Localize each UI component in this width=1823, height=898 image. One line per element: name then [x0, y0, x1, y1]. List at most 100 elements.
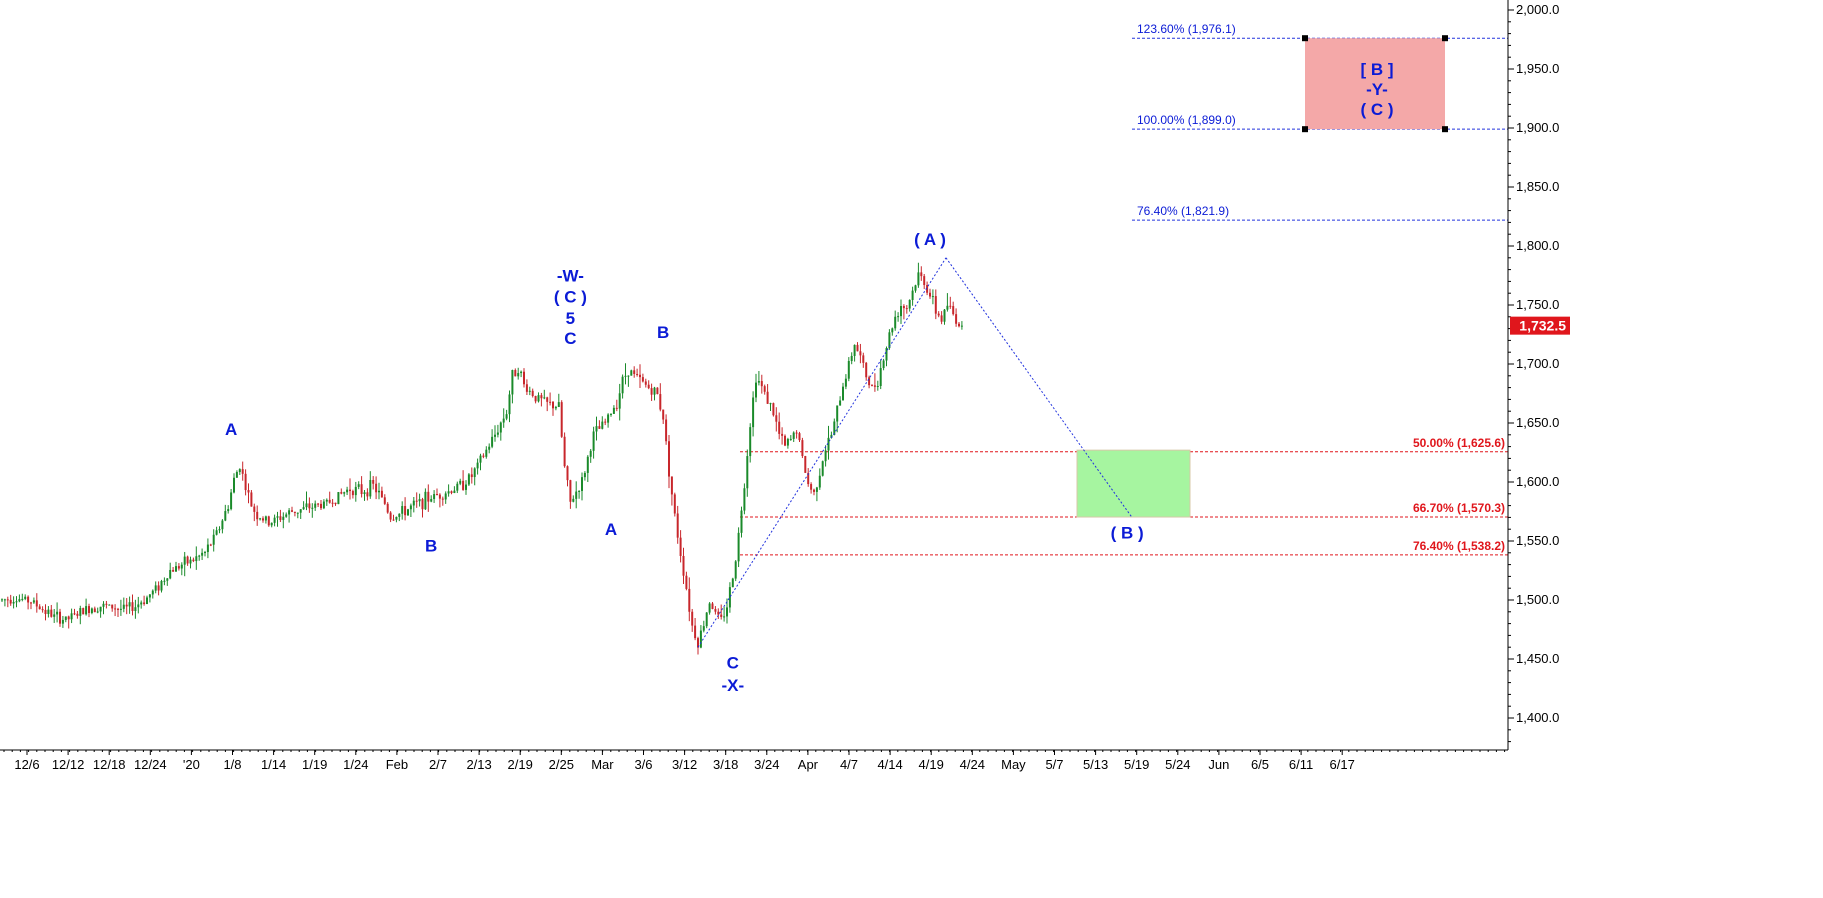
candle-body	[250, 492, 253, 507]
candle-body	[131, 602, 134, 611]
candle-body	[914, 285, 917, 291]
candle-body	[70, 613, 73, 620]
wave-label: A	[225, 420, 237, 439]
fib-projection-label: 76.40% (1,821.9)	[1137, 204, 1229, 218]
x-tick-label: 1/8	[223, 757, 241, 772]
candle-body	[615, 407, 618, 409]
wave-label: C	[564, 329, 576, 348]
candle-body	[491, 436, 494, 447]
candle-body	[64, 616, 67, 620]
candle-body	[276, 516, 279, 518]
y-tick-label: 1,450.0	[1516, 651, 1559, 666]
candle-body	[470, 474, 473, 478]
candle-body	[9, 599, 12, 604]
x-tick-label: 5/19	[1124, 757, 1149, 772]
candle-body	[740, 510, 743, 533]
candle-body	[760, 381, 763, 387]
y-tick-label: 1,650.0	[1516, 415, 1559, 430]
candle-body	[363, 492, 366, 495]
candle-body	[908, 299, 911, 309]
x-tick-label: May	[1001, 757, 1026, 772]
candle-body	[235, 472, 238, 478]
candle-body	[409, 505, 412, 510]
candle-body	[50, 609, 53, 617]
candle-body	[871, 385, 873, 387]
x-tick-label: 2/13	[466, 757, 491, 772]
candle-body	[241, 469, 244, 474]
candle-body	[656, 387, 659, 395]
candle-body	[372, 479, 375, 484]
last-price-badge-bg	[1510, 316, 1570, 335]
candle-body	[781, 433, 784, 436]
candle-body	[128, 602, 131, 607]
candle-body	[723, 616, 726, 618]
candle-body	[697, 638, 699, 648]
candle-body	[206, 544, 209, 553]
x-tick-label: 3/6	[634, 757, 652, 772]
candle-body	[595, 426, 598, 432]
candle-body	[111, 604, 114, 609]
candle-body	[459, 480, 462, 484]
y-tick-label: 1,900.0	[1516, 120, 1559, 135]
candle-body	[505, 414, 508, 419]
candle-body	[639, 374, 641, 378]
candle-body	[502, 418, 505, 423]
candle-body	[244, 473, 247, 491]
box-corner-handle	[1442, 126, 1448, 133]
candle-body	[456, 483, 459, 491]
candle-body	[108, 604, 111, 606]
fib-retracement-label: 76.40% (1,538.2)	[1413, 539, 1505, 553]
candle-body	[604, 421, 607, 423]
y-tick-label: 1,400.0	[1516, 710, 1559, 725]
wave-label: ( A )	[914, 230, 946, 249]
candle-body	[325, 499, 328, 502]
candle-body	[755, 382, 757, 398]
candle-body	[415, 500, 418, 502]
candle-body	[349, 489, 351, 492]
candle-body	[447, 491, 450, 494]
candle-body	[3, 599, 6, 601]
candle-body	[404, 506, 407, 516]
candle-body	[157, 585, 160, 591]
candle-body	[798, 433, 801, 441]
candle-body	[224, 511, 227, 521]
candle-body	[653, 387, 656, 395]
candle-body	[73, 613, 76, 615]
candle-body	[343, 492, 346, 494]
candle-body	[331, 502, 334, 504]
target-box-upper-label: -Y-	[1366, 80, 1388, 99]
y-tick-label: 1,500.0	[1516, 592, 1559, 607]
candle-body	[879, 368, 882, 386]
candle-body	[35, 600, 38, 607]
candle-body	[900, 306, 902, 317]
candle-body	[792, 432, 795, 439]
candle-body	[476, 462, 479, 469]
candle-body	[166, 578, 169, 581]
candle-body	[917, 272, 920, 286]
candle-body	[789, 438, 792, 440]
candle-body	[636, 373, 639, 375]
candle-body	[543, 397, 546, 399]
candle-body	[627, 375, 630, 377]
wave-label: B	[425, 537, 437, 556]
x-tick-label: 12/12	[52, 757, 85, 772]
candle-body	[702, 626, 705, 631]
candle-body	[125, 604, 128, 607]
candle-body	[720, 614, 723, 617]
candle-body	[569, 480, 572, 502]
candle-body	[868, 377, 871, 386]
x-tick-label: 4/14	[877, 757, 902, 772]
candle-body	[592, 431, 595, 451]
candle-body	[566, 466, 569, 481]
candle-body	[485, 449, 488, 457]
y-tick-label: 1,700.0	[1516, 356, 1559, 371]
candle-body	[833, 421, 836, 435]
candle-body	[27, 596, 30, 603]
candle-body	[847, 360, 850, 379]
candle-body	[18, 599, 21, 602]
candle-body	[238, 469, 241, 473]
candle-body	[172, 569, 175, 572]
candle-body	[351, 491, 354, 496]
candle-body	[737, 532, 740, 562]
